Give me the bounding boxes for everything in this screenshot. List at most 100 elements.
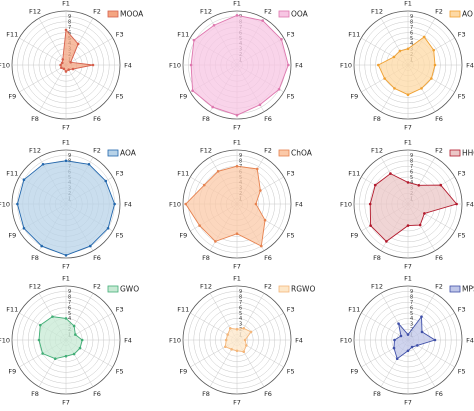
axis-label-f4: F4 <box>295 336 303 344</box>
series-area-aoa <box>16 160 116 256</box>
data-point-f12 <box>212 23 216 27</box>
data-point-f6 <box>67 68 70 71</box>
data-point-f6 <box>242 350 246 353</box>
spoke-line <box>65 37 113 66</box>
axis-label-f9: F9 <box>350 367 358 375</box>
axis-label-f11: F11 <box>6 169 18 177</box>
axis-label-f6: F6 <box>93 254 101 262</box>
legend-label: AO <box>462 10 473 19</box>
legend-label: GWO <box>120 285 139 294</box>
data-point-f9 <box>224 345 227 349</box>
data-point-f5 <box>106 227 110 230</box>
ring-label: 5 <box>239 311 242 317</box>
data-point-f11 <box>373 183 377 187</box>
data-point-f8 <box>211 105 214 109</box>
axis-label-f3: F3 <box>116 169 124 177</box>
ring-label: 8 <box>68 20 71 26</box>
ring-label: 7 <box>410 25 413 31</box>
axis-label-f2: F2 <box>264 147 272 155</box>
axis-label-f9: F9 <box>350 231 358 239</box>
axis-label-f5: F5 <box>458 92 466 100</box>
axis-label-f10: F10 <box>0 61 10 69</box>
data-point-f1 <box>64 28 68 32</box>
data-point-f5 <box>430 77 433 80</box>
axis-label-f7: F7 <box>404 123 412 131</box>
data-point-f1 <box>406 333 410 336</box>
legend-swatch <box>449 149 461 157</box>
axis-label-f11: F11 <box>348 305 360 313</box>
axis-label-f6: F6 <box>435 115 443 123</box>
axis-label-f1: F1 <box>62 274 70 282</box>
ring-label: 6 <box>239 305 242 311</box>
axis-label-f10: F10 <box>340 200 352 208</box>
data-point-f4 <box>91 63 95 67</box>
axis-label-f6: F6 <box>93 390 101 398</box>
data-point-f12 <box>51 315 54 318</box>
ring-label: 9 <box>410 14 413 20</box>
axis-label-f1: F1 <box>233 0 241 7</box>
axis-label-f11: F11 <box>6 30 18 38</box>
ring-label: 7 <box>68 25 71 31</box>
data-point-f9 <box>41 352 44 355</box>
data-point-f4 <box>433 63 437 67</box>
axis-label-f11: F11 <box>348 30 360 38</box>
axis-label-f3: F3 <box>458 30 466 38</box>
axis-label-f7: F7 <box>62 398 70 406</box>
data-point-f2 <box>422 35 426 39</box>
axis-label-f1: F1 <box>404 0 412 7</box>
radar-panel-ooa: F1F2F3F4F5F6F7F8F9F10F11F12123456789OOA <box>169 0 309 131</box>
data-point-f6 <box>89 244 92 248</box>
series-area-hho <box>369 173 458 243</box>
axis-label-f4: F4 <box>124 200 132 208</box>
ring-label: 5 <box>410 36 413 42</box>
axis-label-f4: F4 <box>295 61 303 69</box>
ring-label: 5 <box>410 175 413 181</box>
data-point-f1 <box>406 47 410 51</box>
axis-label-f9: F9 <box>179 92 187 100</box>
axis-label-f10: F10 <box>340 61 352 69</box>
data-point-f12 <box>61 58 65 61</box>
ring-label: 6 <box>410 30 413 36</box>
axis-label-f12: F12 <box>29 147 41 155</box>
data-point-f1 <box>64 159 68 163</box>
data-point-f12 <box>216 169 220 173</box>
data-point-f8 <box>53 357 57 361</box>
data-point-f4 <box>254 202 258 206</box>
axis-label-f11: F11 <box>348 169 360 177</box>
ring-label: 8 <box>68 295 71 301</box>
data-point-f11 <box>226 333 229 336</box>
data-point-f9 <box>369 224 372 227</box>
axis-label-f2: F2 <box>435 8 443 16</box>
data-point-f5 <box>78 346 82 350</box>
data-point-f3 <box>69 61 72 64</box>
legend-label: MOOA <box>120 10 144 19</box>
data-point-f7 <box>406 224 410 227</box>
data-point-f3 <box>259 189 262 192</box>
data-point-f2 <box>261 19 264 22</box>
data-point-f2 <box>255 167 259 171</box>
ring-label: 8 <box>410 295 413 301</box>
axis-label-f6: F6 <box>264 115 272 123</box>
axis-label-f7: F7 <box>233 262 241 270</box>
data-point-f1 <box>235 14 239 17</box>
ring-label: 5 <box>68 311 71 317</box>
ring-label: 3 <box>410 322 413 328</box>
data-point-f10 <box>377 63 380 67</box>
axis-label-f3: F3 <box>287 305 295 313</box>
radar-panel-hho: F1F2F3F4F5F6F7F8F9F10F11F12123456789HHO <box>340 138 474 270</box>
ring-label: 9 <box>68 153 71 159</box>
data-point-f3 <box>104 179 108 183</box>
data-point-f9 <box>191 89 194 92</box>
data-point-f7 <box>64 70 68 73</box>
data-point-f8 <box>62 67 66 71</box>
legend-swatch <box>278 285 290 293</box>
axis-label-f10: F10 <box>169 336 181 344</box>
data-point-f5 <box>245 344 248 347</box>
ring-label: 6 <box>68 305 71 311</box>
ring-label: 4 <box>68 316 71 322</box>
ring-label: 9 <box>239 289 242 295</box>
axis-label-f6: F6 <box>435 390 443 398</box>
data-point-f6 <box>410 345 414 349</box>
axis-label-f9: F9 <box>8 231 16 239</box>
axis-label-f11: F11 <box>6 305 18 313</box>
